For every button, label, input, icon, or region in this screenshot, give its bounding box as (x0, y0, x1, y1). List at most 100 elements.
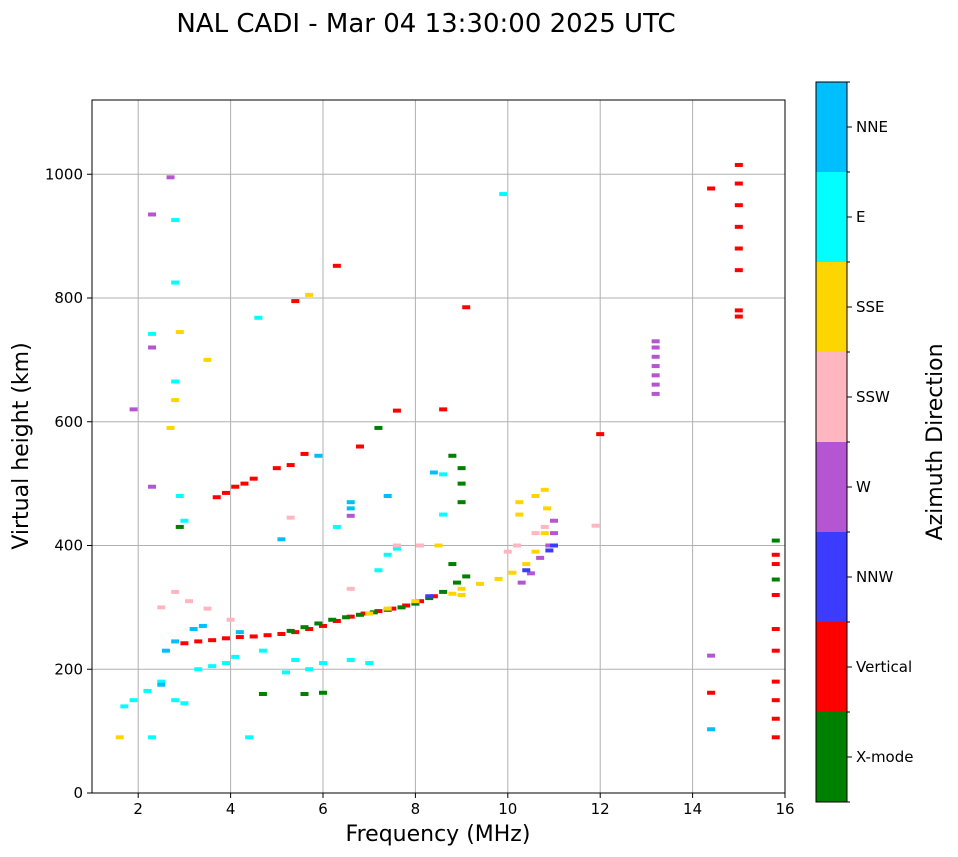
data-point (148, 331, 157, 336)
data-point (462, 574, 471, 579)
data-point (240, 481, 249, 486)
x-tick-label: 12 (591, 800, 610, 818)
data-point (221, 661, 230, 666)
data-point (171, 379, 180, 384)
data-point (513, 543, 522, 548)
data-point (300, 692, 309, 696)
data-point (439, 472, 448, 477)
y-tick-label: 200 (54, 660, 83, 678)
data-point (180, 701, 189, 706)
data-point (263, 633, 272, 638)
data-point (439, 407, 448, 412)
data-point (208, 638, 217, 643)
data-point (499, 192, 508, 197)
data-point (332, 263, 341, 268)
data-point (540, 524, 549, 529)
data-point (734, 162, 743, 167)
data-point (235, 635, 244, 640)
data-point (462, 305, 471, 310)
data-point (171, 280, 180, 285)
data-point (550, 518, 558, 523)
data-points (115, 162, 780, 740)
data-point (457, 593, 466, 597)
data-point (383, 494, 392, 498)
data-point (208, 664, 217, 669)
data-point (365, 661, 374, 666)
data-point (734, 308, 743, 313)
y-axis-ticks: 0 200 400 600 800 1000 (45, 165, 92, 802)
x-tick-label: 4 (226, 800, 236, 818)
data-point (771, 593, 780, 597)
colorbar-segment (816, 712, 847, 802)
data-point (411, 599, 420, 604)
data-point (148, 345, 157, 350)
data-point (457, 500, 466, 505)
data-point (258, 692, 267, 696)
data-point (314, 453, 323, 458)
x-tick-label: 8 (411, 800, 421, 818)
colorbar-tick-label: SSE (856, 298, 885, 316)
x-axis-ticks: 2 4 6 8 10 12 14 16 (133, 793, 795, 818)
data-point (540, 531, 549, 536)
data-point (291, 299, 300, 304)
colorbar-frame (815, 81, 848, 803)
data-point (203, 357, 212, 362)
data-point (508, 570, 517, 575)
data-point (448, 562, 457, 567)
colorbar-segment (816, 352, 847, 442)
data-point (277, 537, 286, 542)
data-point (392, 543, 401, 548)
x-tick-label: 10 (498, 800, 517, 818)
data-point (198, 623, 207, 628)
colorbar-tick-label: E (856, 208, 865, 226)
data-point (651, 382, 660, 387)
data-point (291, 630, 300, 635)
data-point (494, 576, 503, 581)
data-point (531, 531, 540, 536)
data-point (272, 466, 281, 471)
colorbar-label: Azimuth Direction (923, 343, 948, 540)
data-point (175, 330, 184, 335)
data-point (734, 203, 743, 208)
data-point (226, 617, 235, 622)
data-point (235, 630, 244, 635)
data-point (545, 543, 554, 548)
data-point (771, 716, 780, 721)
data-point (392, 546, 401, 551)
y-axis-label: Virtual height (km) (9, 342, 34, 549)
data-point (300, 625, 309, 630)
data-point (212, 495, 221, 500)
data-point (707, 186, 716, 191)
data-point (180, 518, 189, 523)
data-point (319, 661, 327, 666)
data-point (734, 181, 743, 186)
data-point (129, 698, 138, 703)
colorbar-segment (816, 262, 847, 352)
x-tick-label: 14 (683, 800, 702, 818)
grid-lines (92, 100, 786, 794)
data-point (448, 591, 457, 596)
data-point (550, 531, 558, 536)
data-point (221, 636, 230, 641)
data-point (305, 627, 314, 632)
colorbar-segment (816, 622, 847, 712)
data-point (231, 654, 240, 659)
colorbar-tick-label: SSW (856, 388, 890, 406)
data-point (522, 562, 531, 567)
y-tick-label: 1000 (45, 165, 83, 183)
data-point (245, 735, 254, 740)
data-point (651, 345, 660, 350)
data-point (332, 618, 341, 623)
data-point (429, 470, 438, 475)
y-tick-label: 600 (54, 413, 83, 431)
data-point (203, 606, 212, 611)
data-point (416, 543, 425, 548)
data-point (411, 601, 420, 606)
colorbar-segment (816, 172, 847, 262)
data-point (771, 577, 780, 582)
chart-title: NAL CADI - Mar 04 13:30:00 2025 UTC (176, 9, 675, 39)
data-point (517, 580, 526, 585)
data-point (254, 315, 263, 320)
data-point (157, 682, 166, 687)
data-point (734, 268, 743, 273)
